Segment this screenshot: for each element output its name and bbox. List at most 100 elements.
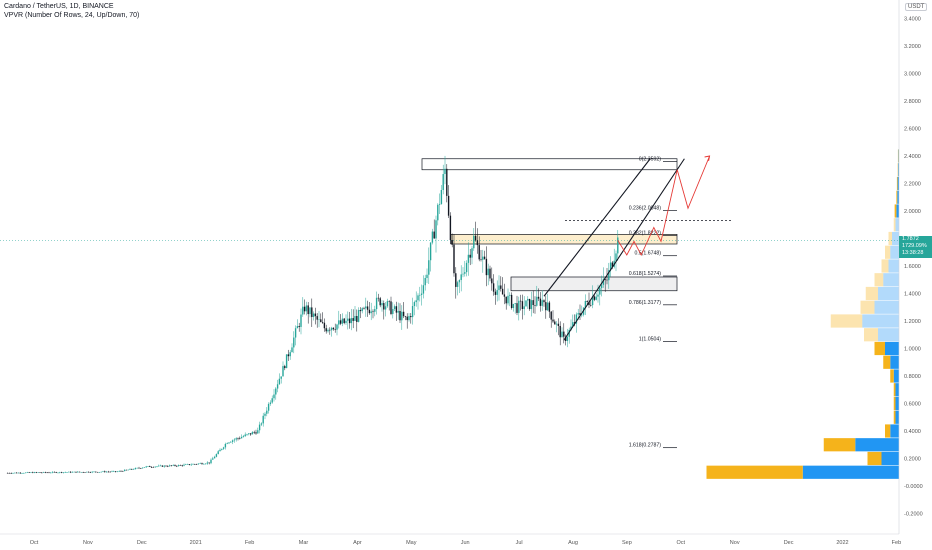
candle-body <box>388 301 390 302</box>
volume-profile-down-bar <box>885 424 891 438</box>
candle-body <box>473 235 475 249</box>
candle-body <box>150 466 153 468</box>
candle-body <box>258 424 261 431</box>
x-tick-label: 2022 <box>836 540 848 546</box>
candle-body <box>501 288 504 295</box>
candle-body <box>579 313 581 315</box>
candle-body <box>230 441 232 443</box>
indicator-legend[interactable]: VPVR (Number Of Rows, 24, Up/Down, 70) <box>4 12 140 19</box>
candle-body <box>233 439 236 441</box>
candle-body <box>332 327 335 330</box>
price-change: 1729.09% <box>902 243 927 249</box>
candle-body <box>447 195 450 216</box>
candle-body <box>584 300 587 308</box>
y-tick-label: 2.2000 <box>904 182 921 188</box>
candle-body <box>149 466 151 467</box>
candle-body <box>474 235 477 241</box>
volume-profile-up-bar <box>881 451 899 466</box>
candle-body <box>357 310 360 322</box>
candle-body <box>595 296 597 300</box>
candle-body <box>21 473 23 474</box>
candle-body <box>102 471 104 472</box>
candle-body <box>536 296 538 306</box>
fib-level-label: 0.5(1.6748) <box>634 251 661 257</box>
candle-body <box>408 316 410 321</box>
candle-body <box>109 471 111 473</box>
candle-body <box>208 462 210 464</box>
candle-body <box>590 305 592 306</box>
candle-body <box>599 288 601 295</box>
candle-body <box>19 472 21 474</box>
volume-profile-up-bar <box>897 176 899 191</box>
candle-body <box>161 465 164 467</box>
candle-body <box>201 463 203 465</box>
volume-profile-down-bar <box>890 369 894 383</box>
candle-body <box>172 465 174 466</box>
candle-body <box>199 463 201 464</box>
candle-body <box>120 471 122 472</box>
candle-body <box>293 337 295 348</box>
candle-body <box>278 378 281 385</box>
candle-body <box>206 462 209 464</box>
candle-body <box>93 471 95 473</box>
y-tick-label: -0.0000 <box>904 484 923 490</box>
candle-body <box>131 468 133 470</box>
candle-body <box>185 464 187 465</box>
y-tick-label: 1.6000 <box>904 264 921 270</box>
candle-body <box>437 204 439 221</box>
volume-profile-up-bar <box>885 341 899 356</box>
candle-body <box>577 313 579 315</box>
volume-profile-up-bar <box>893 369 899 383</box>
candle-body <box>516 303 518 313</box>
candle-body <box>95 471 97 473</box>
candle-body <box>581 314 583 316</box>
y-tick-label: 3.4000 <box>904 17 921 23</box>
candle-body <box>537 296 540 299</box>
candle-body <box>195 464 198 465</box>
volume-profile-up-bar <box>890 424 899 438</box>
candle-body <box>68 471 70 473</box>
candle-body <box>123 469 126 472</box>
candle-body <box>338 320 340 325</box>
candle-body <box>140 468 142 469</box>
candle-body <box>174 465 176 466</box>
candle-body <box>548 302 551 312</box>
candle-body <box>177 465 180 467</box>
volume-profile-up-bar <box>896 204 899 218</box>
candle-body <box>280 376 282 379</box>
candle-body <box>491 278 493 284</box>
candle-body <box>561 331 563 338</box>
candle-body <box>213 456 216 459</box>
y-tick-label: 2.8000 <box>904 99 921 105</box>
candle-body <box>440 190 443 204</box>
volume-profile-down-bar <box>885 245 891 259</box>
candle-body <box>145 466 147 468</box>
candle-body <box>505 296 507 304</box>
candle-body <box>170 465 173 466</box>
candle-body <box>12 472 14 474</box>
candle-body <box>546 302 549 311</box>
y-tick-label: 0.4000 <box>904 429 921 435</box>
candle-body <box>482 256 484 260</box>
candle-body <box>53 471 56 473</box>
candle-body <box>129 468 131 470</box>
volume-profile-up-bar <box>898 163 899 177</box>
candle-body <box>532 300 534 306</box>
volume-profile-up-bar <box>898 149 899 163</box>
candle-body <box>235 438 237 440</box>
candle-body <box>347 318 349 321</box>
y-tick-label: 2.6000 <box>904 127 921 133</box>
candle-body <box>496 290 498 295</box>
candle-body <box>78 471 81 473</box>
candle-body <box>401 311 403 321</box>
candle-body <box>557 323 560 326</box>
currency-badge[interactable]: USDT <box>905 3 928 11</box>
candle-body <box>246 434 248 435</box>
candle-body <box>419 294 421 296</box>
volume-profile-down-bar <box>893 383 896 397</box>
candle-body <box>559 325 561 338</box>
candle-body <box>555 323 558 325</box>
x-tick-label: Feb <box>245 540 254 546</box>
candle-body <box>113 471 115 472</box>
